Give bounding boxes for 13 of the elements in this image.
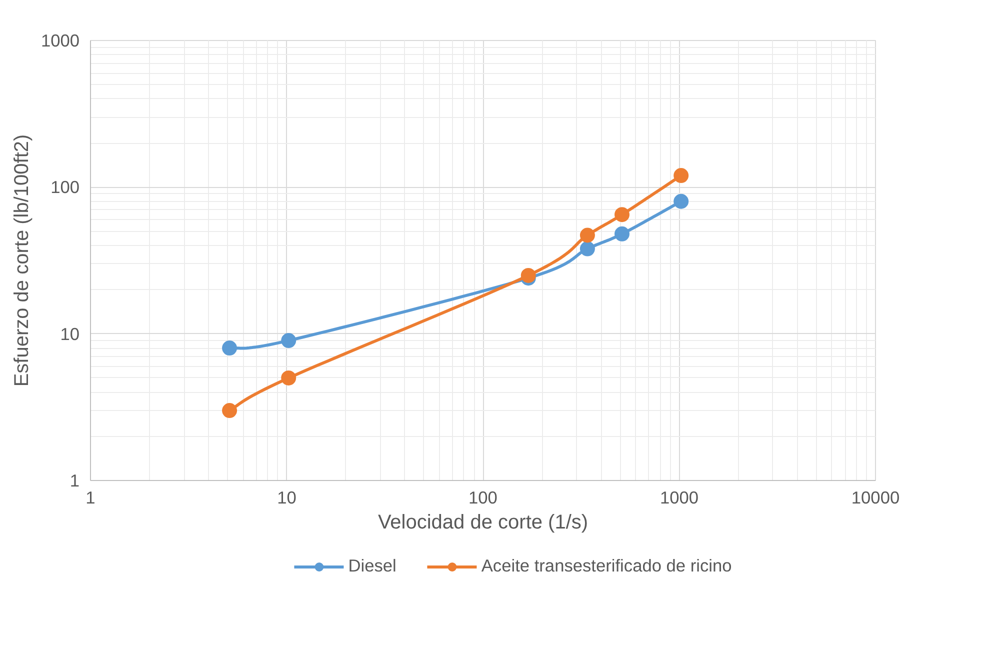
y-axis-title: Esfuerzo de corte (lb/100ft2) bbox=[10, 134, 33, 387]
x-tick-label: 100 bbox=[468, 488, 498, 508]
y-tick-label: 1 bbox=[70, 470, 80, 490]
y-tick-label: 100 bbox=[50, 177, 80, 198]
x-axis-title: Velocidad de corte (1/s) bbox=[378, 512, 588, 534]
legend-label: Diesel bbox=[348, 556, 396, 576]
legend-label: Aceite transesterificado de ricino bbox=[481, 556, 732, 576]
y-tick-label: 1000 bbox=[40, 30, 80, 50]
x-tick-label: 1000 bbox=[660, 488, 699, 508]
x-tick-label: 1 bbox=[86, 488, 96, 508]
x-tick-label: 10 bbox=[277, 488, 296, 508]
x-tick-label: 10000 bbox=[851, 488, 900, 508]
y-tick-label: 10 bbox=[60, 324, 80, 344]
